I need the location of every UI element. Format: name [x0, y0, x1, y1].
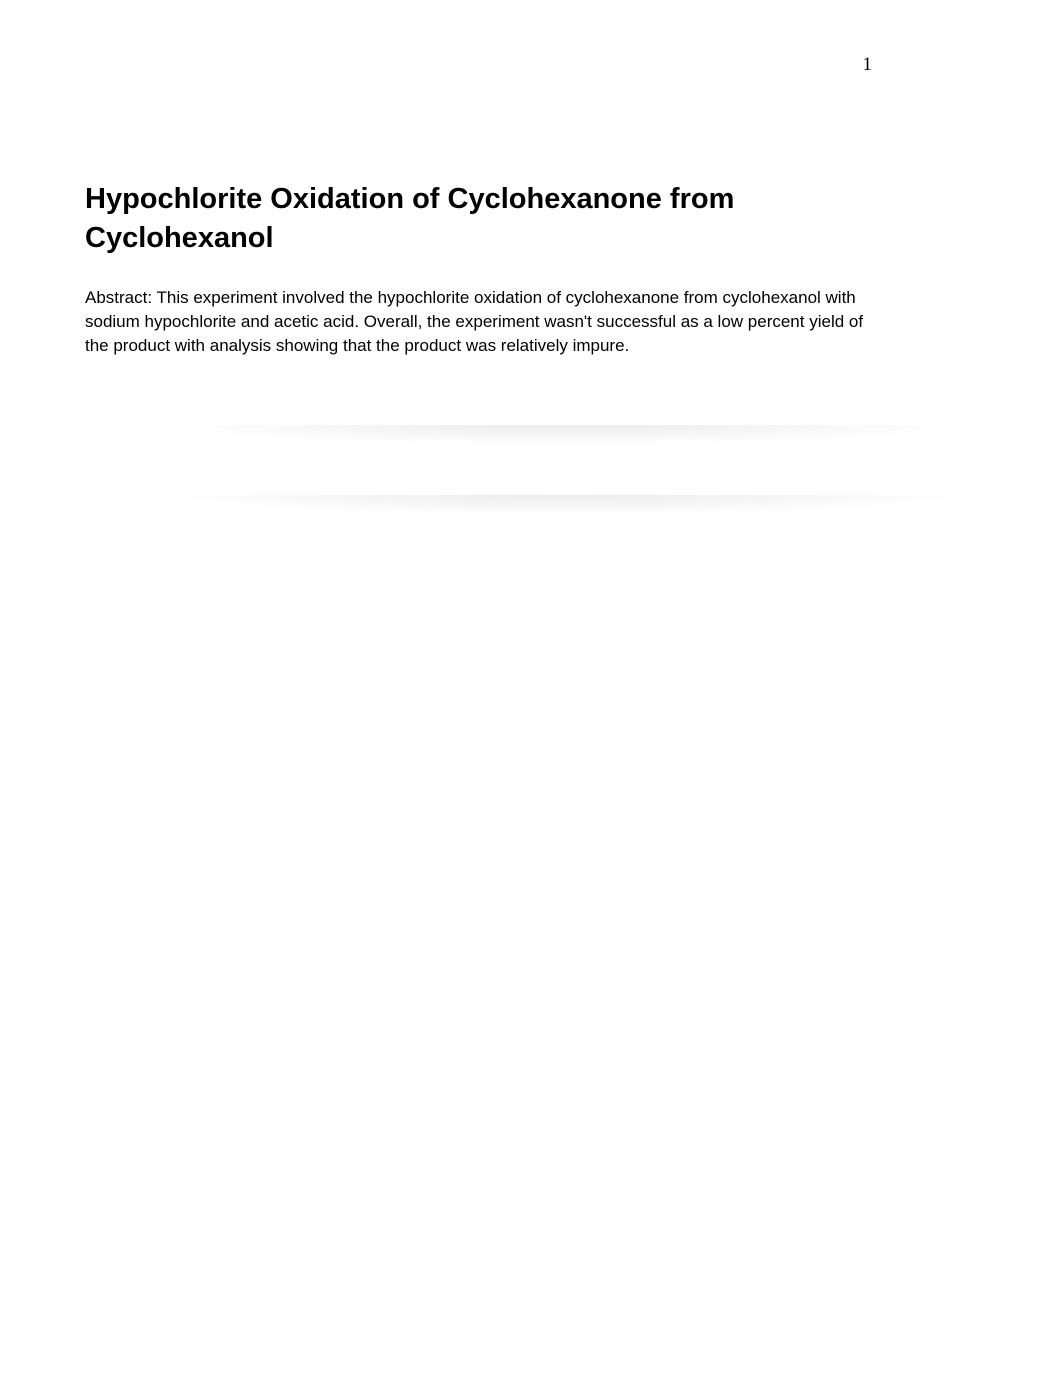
abstract-paragraph: Abstract: This experiment involved the h… — [85, 286, 875, 357]
abstract-shadow — [160, 495, 970, 515]
document-content: Hypochlorite Oxidation of Cyclohexanone … — [85, 180, 875, 358]
title-shadow — [160, 425, 970, 445]
page-number: 1 — [863, 54, 873, 76]
document-title: Hypochlorite Oxidation of Cyclohexanone … — [85, 180, 875, 258]
